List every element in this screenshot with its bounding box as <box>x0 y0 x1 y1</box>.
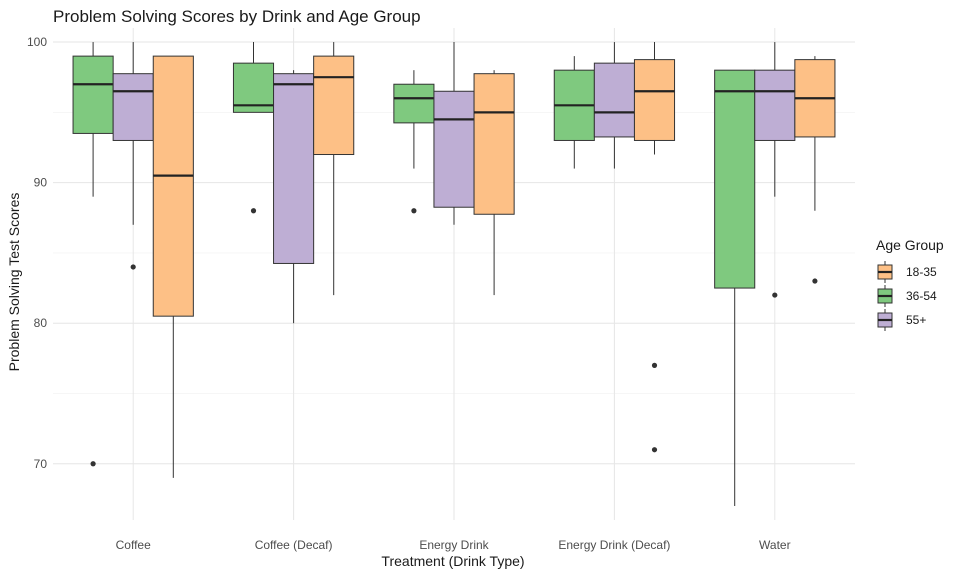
outlier-point <box>130 264 136 270</box>
iqr-box <box>393 83 435 124</box>
iqr-box <box>273 73 315 264</box>
iqr-box <box>754 69 796 141</box>
iqr-box <box>714 69 756 289</box>
outlier-point <box>651 447 658 453</box>
iqr-box <box>152 55 194 317</box>
iqr-box <box>313 55 355 156</box>
box-18-35 <box>794 56 836 284</box>
outlier-point <box>90 461 96 467</box>
box-36-54 <box>72 42 114 467</box>
iqr-box <box>112 73 154 141</box>
box-layer <box>72 42 836 506</box>
box-36-54 <box>232 42 275 214</box>
box-18-35 <box>313 42 355 296</box>
x-tick-label: Energy Drink <box>419 538 489 552</box>
legend: Age Group 18-35 36-54 55+ <box>876 237 944 331</box>
outlier-point <box>411 208 417 214</box>
x-tick-label: Coffee (Decaf) <box>255 538 333 552</box>
x-tick-label: Energy Drink (Decaf) <box>558 538 670 552</box>
y-axis-ticks: 70 80 90 100 <box>27 35 47 471</box>
y-tick-label: 70 <box>34 457 48 471</box>
outlier-point <box>772 292 778 298</box>
legend-label: 36-54 <box>906 289 937 303</box>
iqr-box <box>72 55 114 134</box>
iqr-box <box>473 73 515 215</box>
legend-key-55+ <box>877 309 893 331</box>
iqr-box <box>633 59 676 141</box>
legend-label: 18-35 <box>906 265 937 279</box>
y-tick-label: 80 <box>34 316 48 330</box>
x-tick-label: Water <box>759 538 791 552</box>
x-axis-ticks: Coffee Coffee (Decaf) Energy Drink Energy D… <box>116 538 791 552</box>
box-55+ <box>112 42 154 270</box>
x-axis-title: Treatment (Drink Type) <box>381 553 524 569</box>
x-tick-label: Coffee <box>116 538 151 552</box>
box-18-35 <box>633 42 676 453</box>
box-36-54 <box>714 69 756 506</box>
outlier-point <box>651 362 658 368</box>
outlier-point <box>250 208 257 214</box>
box-55+ <box>754 42 796 298</box>
box-55+ <box>433 42 475 225</box>
box-18-35 <box>152 55 194 478</box>
box-36-54 <box>553 56 595 169</box>
box-55+ <box>593 42 635 169</box>
y-axis-title: Problem Solving Test Scores <box>6 193 22 372</box>
outlier-point <box>812 278 818 284</box>
legend-title: Age Group <box>876 237 944 253</box>
legend-key-36-54 <box>877 285 893 307</box>
box-18-35 <box>473 70 515 296</box>
y-tick-label: 90 <box>34 176 48 190</box>
box-36-54 <box>393 70 435 214</box>
y-tick-label: 100 <box>27 35 47 49</box>
iqr-box <box>433 90 475 208</box>
box-55+ <box>273 70 315 324</box>
iqr-box <box>593 62 635 138</box>
legend-label: 55+ <box>906 313 926 327</box>
legend-key-18-35 <box>877 261 893 283</box>
chart-title: Problem Solving Scores by Drink and Age … <box>53 7 421 26</box>
